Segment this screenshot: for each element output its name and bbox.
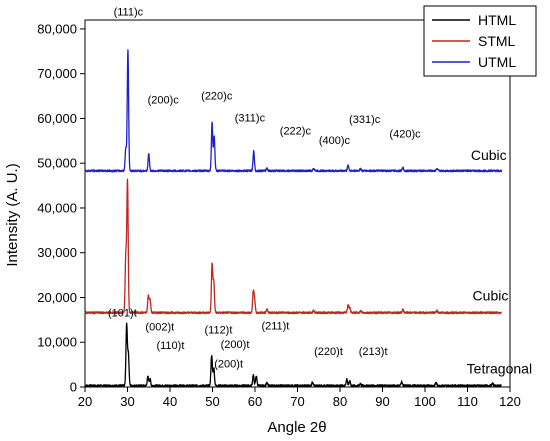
peak-label: (400)c (319, 135, 351, 147)
phase-label: Cubic (471, 147, 507, 163)
y-tick-label: 20,000 (37, 290, 77, 305)
x-tick-label: 100 (414, 394, 436, 409)
series-layer (84, 49, 503, 388)
x-tick-label: 120 (499, 394, 521, 409)
y-tick-label: 60,000 (37, 111, 77, 126)
peak-label: (111)c (114, 7, 144, 19)
peak-label: (200)c (148, 95, 180, 107)
series-line-utml (84, 49, 503, 173)
peak-label: (200)t (221, 339, 250, 351)
series-line-html (84, 322, 502, 388)
x-tick-label: 30 (120, 394, 134, 409)
peak-label: (112)t (204, 325, 232, 337)
y-tick-label: 0 (70, 380, 77, 395)
x-tick-label: 60 (248, 394, 262, 409)
legend-label-html: HTML (478, 12, 516, 28)
peak-label: (211)t (261, 320, 289, 332)
peak-label: (220)t (314, 346, 343, 358)
axis-layer: 20 30 40 50 60 70 80 90 100 110 120 0 10,000 20,000 30… (37, 21, 521, 409)
x-tick-label: 40 (163, 394, 177, 409)
y-tick-label: 70,000 (37, 66, 77, 81)
peak-label: (110)t (156, 340, 184, 352)
peak-label: (220)c (201, 91, 233, 103)
peak-label: (101)t (108, 307, 137, 319)
y-tick-label: 40,000 (37, 200, 77, 215)
peak-label: (331)c (349, 114, 381, 126)
x-tick-label: 70 (290, 394, 304, 409)
peak-label: (002)t (145, 322, 174, 334)
peak-label: (213)t (359, 346, 388, 358)
y-tick-label: 10,000 (37, 335, 77, 350)
x-tick-label: 90 (375, 394, 389, 409)
peak-label: (200)t (214, 358, 243, 370)
peak-label: (222)c (280, 126, 312, 138)
legend: HTML STML UTML (423, 5, 537, 77)
y-tick-label: 80,000 (37, 21, 77, 36)
x-tick-label: 50 (205, 394, 219, 409)
x-tick-label: 110 (457, 394, 478, 409)
phase-label: Cubic (473, 288, 509, 304)
y-tick-label: 50,000 (37, 156, 77, 171)
legend-label-stml: STML (478, 33, 516, 49)
phase-label: Tetragonal (467, 361, 532, 377)
x-axis-title: Angle 2θ (267, 419, 326, 436)
annotation-layer: (111)c (200)c (220)c(311)c (222)c (400)c (331… (108, 7, 532, 377)
series-line-stml (84, 178, 503, 315)
peak-label: (420)c (389, 129, 421, 141)
y-axis-title: Intensity (A. U.) (4, 163, 21, 266)
x-tick-label: 80 (333, 394, 347, 409)
legend-label-utml: UTML (478, 54, 516, 70)
peak-label: (311)c (235, 113, 266, 125)
x-tick-label: 20 (78, 394, 92, 409)
y-tick-label: 30,000 (37, 245, 77, 260)
